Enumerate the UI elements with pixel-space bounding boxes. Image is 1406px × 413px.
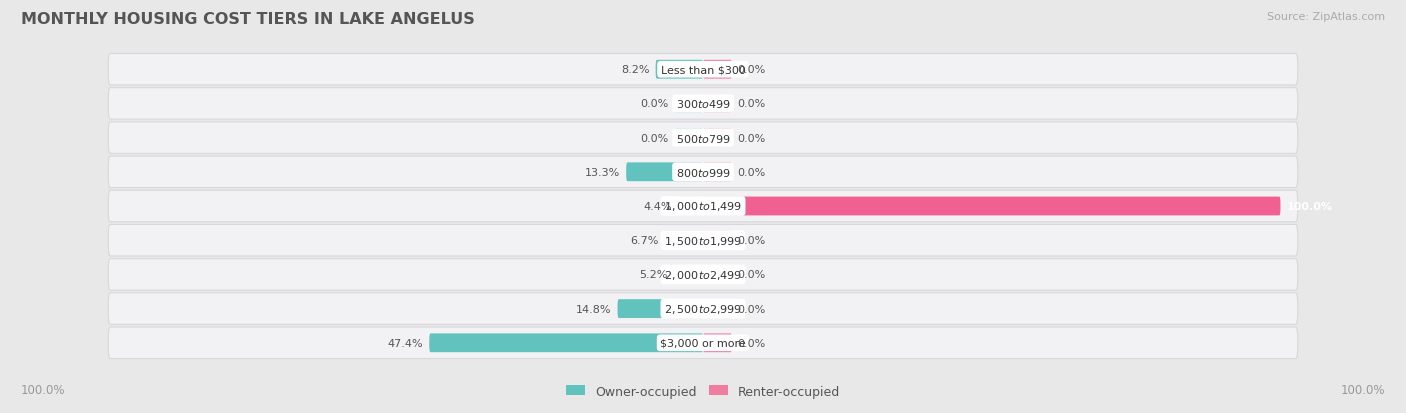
FancyBboxPatch shape [703,334,733,352]
FancyBboxPatch shape [673,95,703,114]
FancyBboxPatch shape [703,231,733,250]
Text: 0.0%: 0.0% [640,99,668,109]
Text: 100.0%: 100.0% [1286,202,1333,211]
FancyBboxPatch shape [703,163,733,182]
Legend: Owner-occupied, Renter-occupied: Owner-occupied, Renter-occupied [561,380,845,403]
Text: 100.0%: 100.0% [1340,384,1385,396]
FancyBboxPatch shape [108,225,1298,256]
FancyBboxPatch shape [703,197,1281,216]
Text: $800 to $999: $800 to $999 [675,166,731,178]
Text: 13.3%: 13.3% [585,167,620,177]
FancyBboxPatch shape [617,299,703,318]
FancyBboxPatch shape [429,334,703,352]
FancyBboxPatch shape [108,123,1298,154]
Text: 4.4%: 4.4% [644,202,672,211]
Text: $1,500 to $1,999: $1,500 to $1,999 [664,234,742,247]
Text: 14.8%: 14.8% [576,304,612,314]
FancyBboxPatch shape [703,61,733,79]
Text: 0.0%: 0.0% [738,236,766,246]
Text: $3,000 or more: $3,000 or more [661,338,745,348]
Text: 0.0%: 0.0% [738,270,766,280]
Text: 5.2%: 5.2% [638,270,668,280]
FancyBboxPatch shape [108,191,1298,222]
Text: 0.0%: 0.0% [738,167,766,177]
FancyBboxPatch shape [703,129,733,148]
Text: 0.0%: 0.0% [738,99,766,109]
FancyBboxPatch shape [673,265,703,284]
FancyBboxPatch shape [108,55,1298,86]
Text: 6.7%: 6.7% [630,236,658,246]
FancyBboxPatch shape [703,265,733,284]
FancyBboxPatch shape [655,61,703,79]
FancyBboxPatch shape [108,327,1298,358]
Text: 47.4%: 47.4% [388,338,423,348]
Text: 100.0%: 100.0% [21,384,66,396]
FancyBboxPatch shape [626,163,703,182]
FancyBboxPatch shape [664,231,703,250]
Text: 0.0%: 0.0% [738,338,766,348]
Text: 0.0%: 0.0% [738,133,766,143]
FancyBboxPatch shape [703,299,733,318]
Text: Source: ZipAtlas.com: Source: ZipAtlas.com [1267,12,1385,22]
FancyBboxPatch shape [678,197,703,216]
Text: $500 to $799: $500 to $799 [675,132,731,144]
Text: Less than $300: Less than $300 [661,65,745,75]
Text: MONTHLY HOUSING COST TIERS IN LAKE ANGELUS: MONTHLY HOUSING COST TIERS IN LAKE ANGEL… [21,12,475,27]
FancyBboxPatch shape [108,157,1298,188]
Text: 0.0%: 0.0% [738,304,766,314]
Text: $2,500 to $2,999: $2,500 to $2,999 [664,302,742,316]
FancyBboxPatch shape [108,88,1298,120]
Text: 0.0%: 0.0% [640,133,668,143]
Text: $300 to $499: $300 to $499 [675,98,731,110]
Text: 8.2%: 8.2% [621,65,650,75]
Text: 0.0%: 0.0% [738,65,766,75]
FancyBboxPatch shape [108,259,1298,290]
FancyBboxPatch shape [108,293,1298,325]
Text: $1,000 to $1,499: $1,000 to $1,499 [664,200,742,213]
FancyBboxPatch shape [703,95,733,114]
FancyBboxPatch shape [673,129,703,148]
Text: $2,000 to $2,499: $2,000 to $2,499 [664,268,742,281]
